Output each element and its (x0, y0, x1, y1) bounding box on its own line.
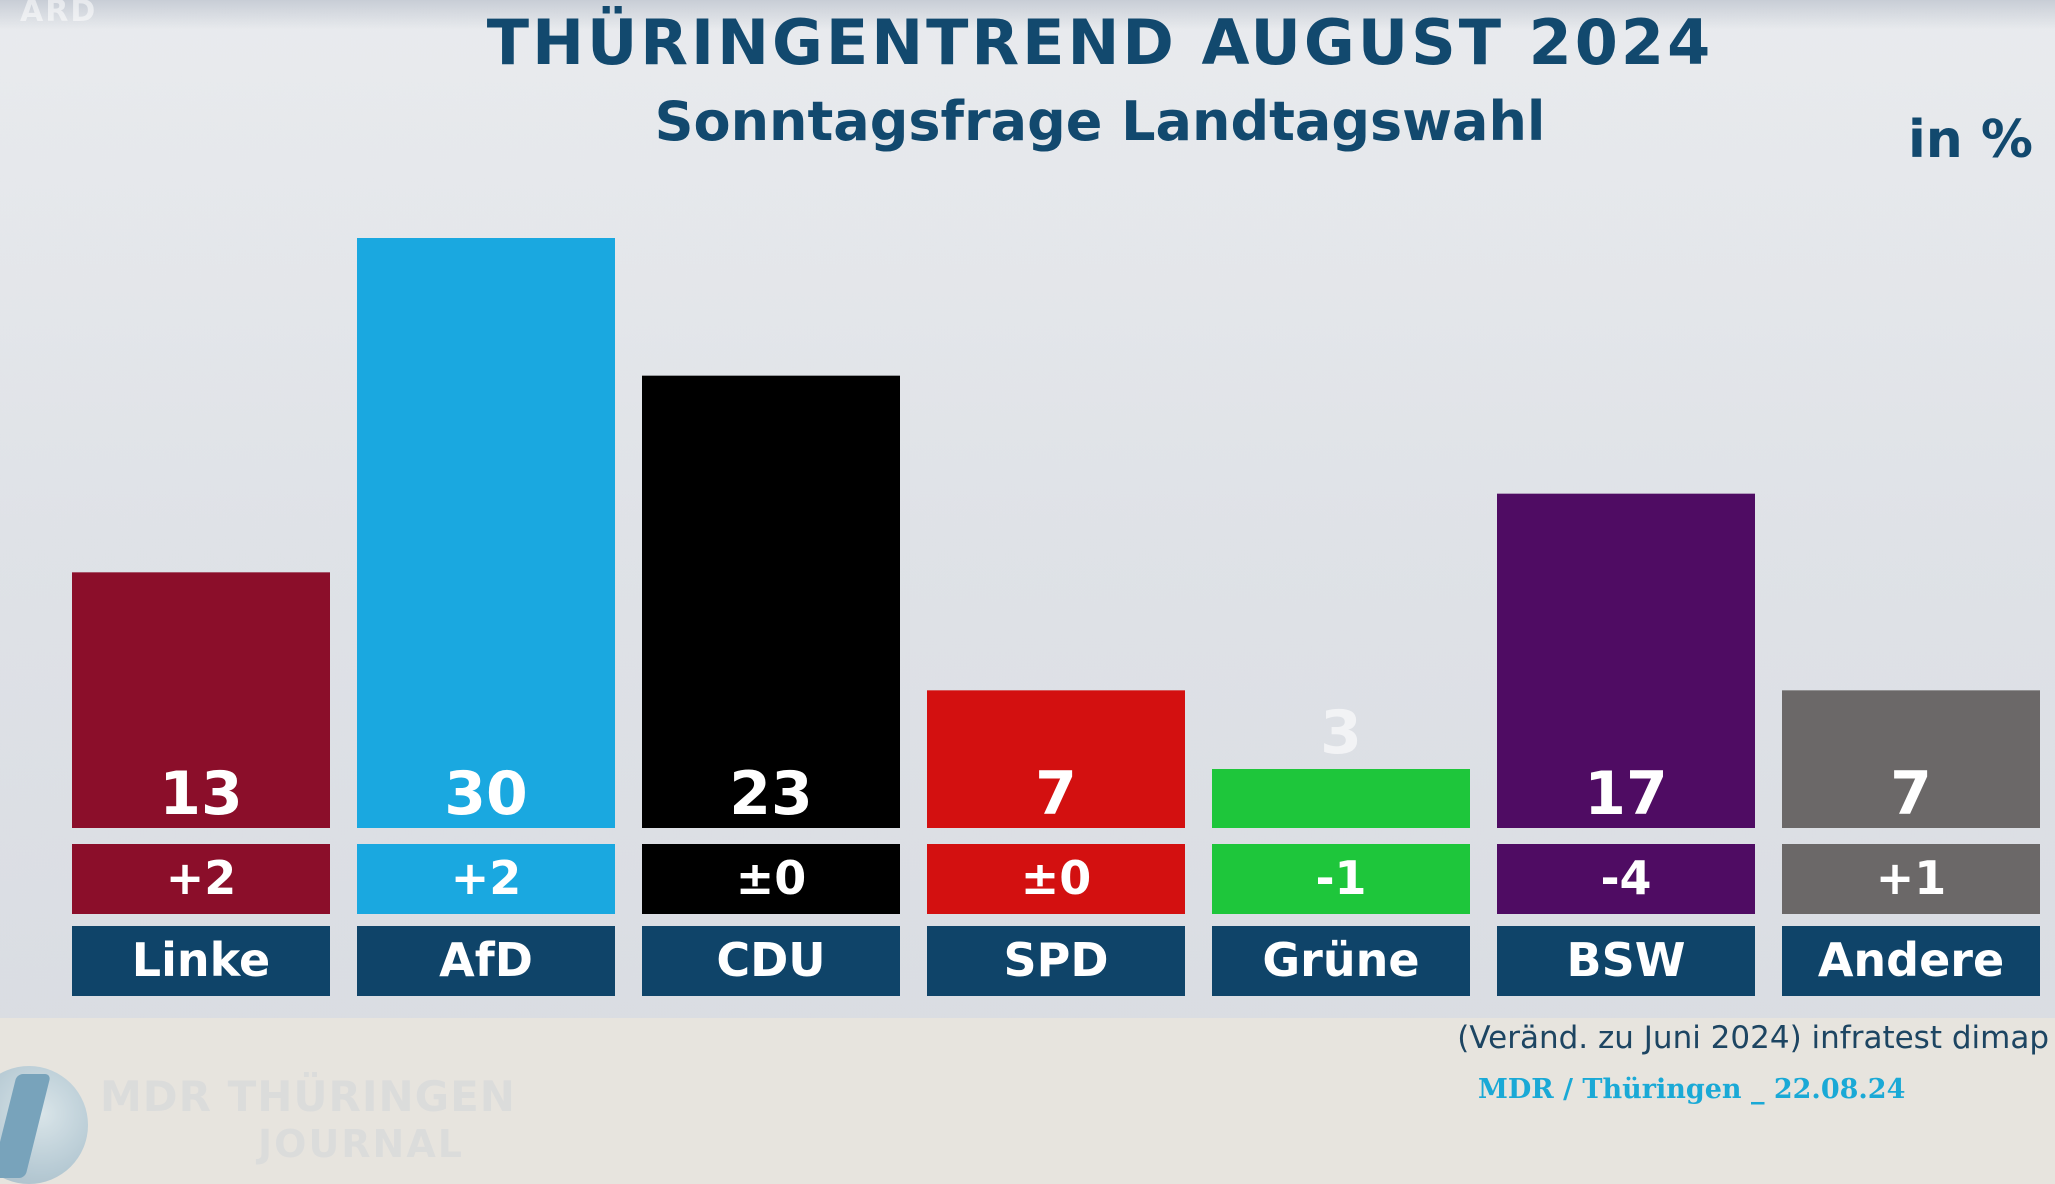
source-note: (Veränd. zu Juni 2024) infratest dimap (1457, 1020, 2049, 1056)
bar-spd (927, 690, 1185, 828)
change-box-linke (72, 844, 330, 914)
change-label-bsw: -4 (1600, 851, 1651, 905)
change-box-andere (1782, 844, 2040, 914)
change-box-afd (357, 844, 615, 914)
unit-label: in % (1907, 110, 2033, 170)
change-box-gr-ne (1212, 844, 1470, 914)
category-label-afd: AfD (439, 933, 533, 987)
change-label-linke: +2 (166, 851, 237, 905)
value-label-spd: 7 (1035, 759, 1077, 829)
broadcast-credit: MDR / Thüringen _ 22.08.24 (1478, 1074, 1906, 1105)
category-label-andere: Andere (1818, 933, 2004, 987)
bar-cdu (642, 375, 900, 828)
category-label-cdu: CDU (716, 933, 825, 987)
change-box-bsw (1497, 844, 1755, 914)
category-label-bsw: BSW (1567, 933, 1686, 987)
bar-gr-ne (1212, 769, 1470, 828)
bar-afd (357, 238, 615, 828)
mdr-logo-icon (0, 1066, 88, 1184)
category-label-spd: SPD (1003, 933, 1108, 987)
change-label-afd: +2 (451, 851, 522, 905)
category-box-andere (1782, 926, 2040, 996)
header-strip: ARD (0, 0, 2055, 30)
category-box-cdu (642, 926, 900, 996)
category-label-gr-ne: Grüne (1262, 933, 1419, 987)
change-label-gr-ne: -1 (1315, 851, 1366, 905)
value-label-andere: 7 (1890, 759, 1932, 829)
footer-band (0, 1018, 2055, 1184)
category-box-afd (357, 926, 615, 996)
category-box-gr-ne (1212, 926, 1470, 996)
value-label-afd: 30 (444, 759, 528, 829)
value-label-linke: 13 (159, 759, 243, 829)
change-label-cdu: ±0 (736, 851, 807, 905)
category-box-spd (927, 926, 1185, 996)
change-box-spd (927, 844, 1185, 914)
bar-linke (72, 572, 330, 828)
broadcaster-watermark: MDR THÜRINGEN JOURNAL (0, 1050, 515, 1184)
chart-title: THÜRINGENTREND AUGUST 2024 (486, 6, 1714, 79)
value-label-cdu: 23 (729, 759, 813, 829)
value-label-gr-ne: 3 (1320, 698, 1362, 768)
value-label-bsw: 17 (1584, 759, 1668, 829)
category-label-linke: Linke (132, 933, 270, 987)
watermark-line-2: JOURNAL (258, 1122, 464, 1166)
change-box-cdu (642, 844, 900, 914)
bar-andere (1782, 690, 2040, 828)
category-box-bsw (1497, 926, 1755, 996)
change-label-spd: ±0 (1021, 851, 1092, 905)
category-box-linke (72, 926, 330, 996)
ard-logo-icon: ARD (20, 0, 98, 29)
chart-subtitle: Sonntagsfrage Landtagswahl (654, 90, 1546, 153)
bar-bsw (1497, 493, 1755, 828)
watermark-line-1: MDR THÜRINGEN (100, 1072, 516, 1121)
change-label-andere: +1 (1876, 851, 1947, 905)
